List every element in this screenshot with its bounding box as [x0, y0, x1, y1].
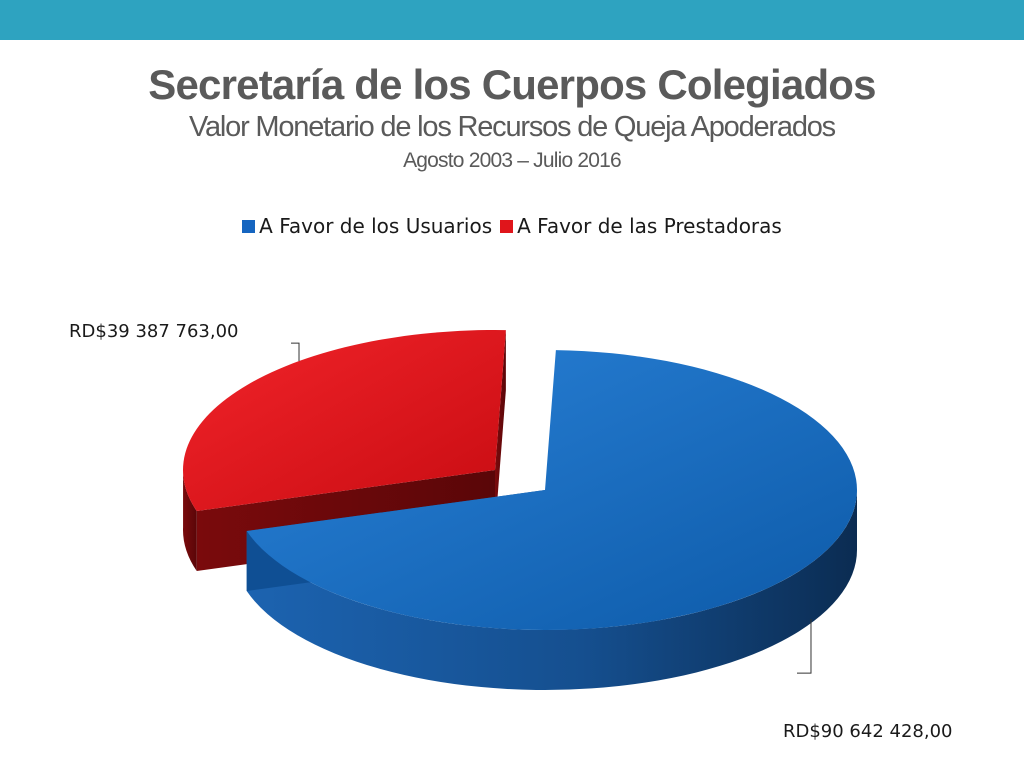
legend-swatch-usuarios: [242, 219, 256, 233]
legend-swatch-prestadoras: [500, 219, 514, 233]
data-label-prestadoras: RD$39 387 763,00: [69, 321, 239, 342]
leader-line-usuarios: [796, 619, 812, 674]
data-label-usuarios: RD$90 642 428,00: [783, 721, 953, 742]
legend-label-prestadoras: A Favor de las Prestadoras: [517, 214, 782, 238]
legend-entry-prestadoras: A Favor de las Prestadoras: [500, 214, 782, 238]
slide-title: Secretaría de los Cuerpos Colegiados: [148, 61, 876, 108]
legend-entry-usuarios: A Favor de los Usuarios: [242, 214, 492, 238]
slide-period: Agosto 2003 – Julio 2016: [403, 149, 622, 172]
pie-side-usuarios: [246, 489, 857, 690]
pie-side-prestadoras: [183, 467, 197, 572]
leader-line-prestadoras: [291, 342, 300, 362]
pie-slice-usuarios: [246, 350, 858, 630]
slide-subtitle: Valor Monetario de los Recursos de Queja…: [189, 111, 836, 143]
pie-slice-prestadoras: [182, 329, 506, 512]
chart-legend: A Favor de los Usuarios A Favor de las P…: [0, 214, 1024, 238]
top-accent-bar: [0, 0, 1024, 40]
slide-titles: Secretaría de los Cuerpos Colegiados Val…: [0, 60, 1024, 176]
pie-wall-end-prestadoras: [495, 330, 506, 530]
legend-label-usuarios: A Favor de los Usuarios: [259, 214, 493, 238]
